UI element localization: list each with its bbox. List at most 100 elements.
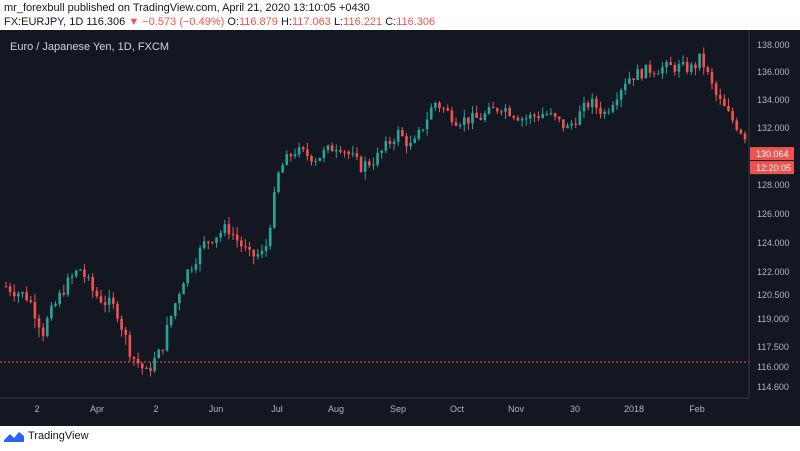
candle-body	[462, 117, 466, 125]
candle-body	[458, 124, 462, 126]
candle-body	[417, 129, 421, 139]
y-tick-label: 116.000	[757, 362, 789, 372]
high-label: H:	[280, 16, 292, 28]
candle-body	[661, 67, 664, 74]
candle-body	[83, 269, 86, 278]
price-labels-layer: 130.064 12:20:05	[750, 147, 794, 175]
candle-body	[306, 149, 309, 157]
candle-body	[727, 105, 730, 111]
close-label: C:	[385, 16, 397, 28]
candle-body	[202, 241, 206, 248]
candle-body	[442, 108, 445, 110]
price-chart[interactable]: Euro / Japanese Yen, 1D, FXCM 114.600 116…	[0, 30, 800, 426]
candle-body	[343, 151, 346, 153]
y-tick-label: 120.500	[757, 290, 790, 300]
candle-body	[235, 234, 239, 241]
candle-body	[545, 113, 549, 115]
candle-body	[623, 83, 627, 91]
candle-body	[231, 234, 235, 236]
candle-body	[310, 156, 313, 162]
candle-body	[599, 107, 602, 115]
candle-body	[95, 290, 99, 297]
symbol-label[interactable]: FX:EURJPY, 1D	[4, 16, 84, 28]
candle-body	[128, 334, 132, 357]
candle-body	[706, 67, 710, 73]
candle-body	[549, 113, 553, 115]
candle-body	[520, 118, 524, 121]
candle-body	[690, 64, 693, 72]
tradingview-logo-icon	[4, 432, 24, 442]
candle-body	[120, 318, 123, 330]
candle-body	[677, 64, 681, 72]
candles-layer	[4, 47, 747, 377]
candle-body	[330, 145, 334, 152]
x-tick-label: 2	[153, 404, 158, 414]
candle-body	[149, 367, 152, 371]
candle-body	[45, 318, 49, 336]
candle-body	[41, 327, 45, 336]
candle-body	[145, 367, 148, 369]
candle-body	[178, 294, 181, 304]
candle-body	[355, 153, 359, 157]
candle-body	[714, 83, 718, 96]
candle-body	[644, 64, 648, 79]
candle-body	[359, 156, 363, 172]
candle-body	[186, 269, 189, 284]
candle-body	[384, 140, 388, 151]
tradingview-footer[interactable]: TradingView	[4, 430, 89, 442]
x-tick-label: Feb	[689, 404, 705, 414]
candle-body	[566, 125, 569, 129]
candle-body	[578, 111, 582, 125]
candle-body	[351, 153, 355, 155]
candle-body	[516, 117, 520, 121]
candle-body	[277, 172, 280, 192]
candle-body	[103, 302, 107, 305]
candle-body	[698, 53, 701, 69]
candle-body	[37, 318, 41, 328]
candle-body	[500, 111, 503, 113]
candle-body	[153, 358, 156, 371]
candle-body	[376, 153, 379, 165]
candle-body	[743, 133, 747, 140]
candle-body	[652, 72, 656, 74]
candle-body	[557, 116, 561, 120]
x-tick-label: Sep	[390, 404, 406, 414]
candle-body	[541, 114, 545, 118]
y-tick-label: 126.000	[757, 209, 790, 219]
chart-area[interactable]: Euro / Japanese Yen, 1D, FXCM 114.600 116…	[0, 30, 800, 426]
candle-body	[194, 264, 198, 270]
candle-body	[173, 303, 177, 317]
candle-body	[165, 324, 169, 351]
candle-body	[735, 120, 739, 130]
candle-body	[619, 90, 623, 100]
chart-title: Euro / Japanese Yen, 1D, FXCM	[10, 41, 169, 53]
chart-background	[0, 30, 800, 426]
candle-body	[562, 119, 565, 129]
candle-body	[12, 291, 16, 297]
candle-body	[632, 78, 635, 81]
open-label: O:	[227, 16, 239, 28]
candle-body	[91, 276, 94, 291]
y-tick-label: 138.000	[757, 40, 790, 50]
candle-body	[322, 150, 326, 158]
candle-body	[425, 119, 429, 130]
candle-body	[347, 151, 350, 155]
candle-body	[590, 98, 594, 108]
current-price-label: 130.064	[756, 149, 789, 159]
candle-body	[17, 293, 20, 297]
candle-body	[368, 161, 371, 166]
candle-body	[429, 107, 433, 120]
candle-body	[244, 246, 247, 248]
candle-body	[491, 107, 495, 109]
candle-body	[190, 269, 194, 271]
candle-body	[380, 150, 383, 154]
y-tick-label: 114.600	[757, 382, 789, 392]
x-tick-label: 2018	[624, 404, 644, 414]
candle-body	[603, 111, 606, 115]
candle-body	[318, 157, 322, 161]
candle-body	[553, 113, 557, 117]
candle-body	[223, 224, 227, 233]
countdown-label-bg	[750, 161, 794, 175]
candle-body	[314, 160, 317, 162]
y-tick-label: 124.000	[757, 238, 790, 248]
